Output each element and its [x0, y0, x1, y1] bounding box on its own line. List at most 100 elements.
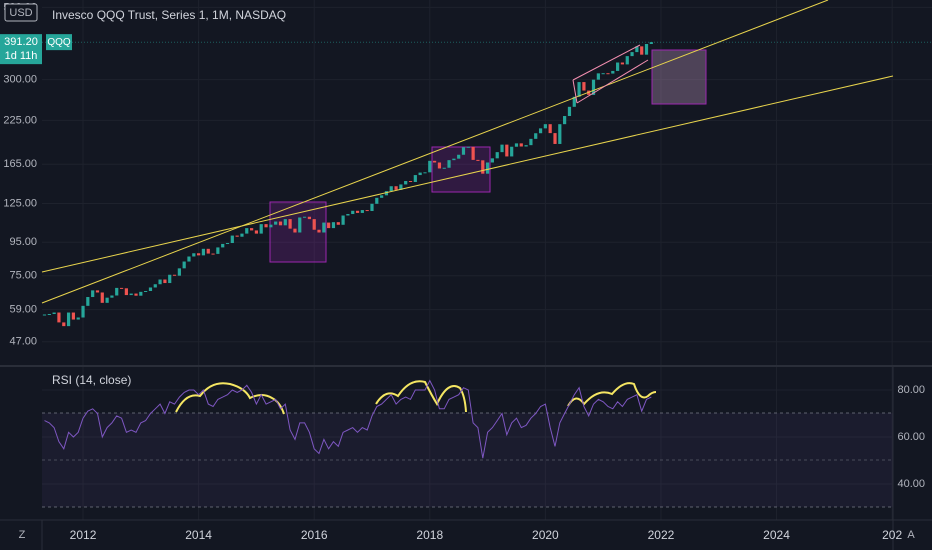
auto-button[interactable]: A — [907, 529, 915, 541]
candle — [558, 124, 562, 144]
candle — [269, 224, 273, 228]
x-tick-label: 2020 — [532, 528, 559, 542]
candle — [563, 116, 567, 125]
candle — [235, 235, 239, 237]
candle — [346, 214, 350, 216]
candle — [197, 253, 201, 256]
candle — [432, 160, 437, 163]
candle — [298, 217, 302, 233]
drawing-rect[interactable] — [651, 49, 707, 105]
candle — [591, 79, 596, 95]
candle — [360, 210, 364, 213]
price-label: 391.20 — [4, 36, 38, 48]
candle — [95, 290, 100, 293]
candle — [408, 181, 413, 183]
candle — [302, 216, 307, 218]
y2-tick-label: 40.00 — [897, 478, 925, 490]
candle — [168, 274, 172, 284]
candle — [635, 46, 639, 53]
y-tick-label: 225.00 — [3, 114, 37, 126]
candle — [139, 291, 143, 296]
candle — [47, 314, 51, 316]
candle — [129, 293, 133, 296]
candle — [572, 96, 576, 107]
candle — [91, 290, 95, 298]
y2-tick-label: 60.00 — [897, 431, 925, 443]
candle — [461, 147, 466, 155]
candle — [76, 317, 80, 320]
candle — [389, 186, 393, 192]
channel-line[interactable] — [572, 79, 578, 104]
candle — [437, 162, 442, 169]
candle — [524, 145, 528, 147]
trend-line[interactable] — [41, 75, 894, 273]
candle — [172, 274, 177, 276]
candle — [182, 261, 186, 269]
channel-line[interactable] — [572, 44, 641, 81]
candle — [221, 243, 225, 248]
candle — [481, 160, 485, 174]
candle — [307, 216, 312, 220]
candle — [601, 73, 605, 75]
candle — [124, 288, 128, 296]
y-tick-label: 300.00 — [3, 74, 37, 86]
candle — [86, 297, 90, 306]
candle — [399, 184, 403, 190]
candle — [413, 175, 417, 182]
chart-title: Invesco QQQ Trust, Series 1, 1M, NASDAQ — [52, 8, 286, 22]
candle — [404, 181, 408, 185]
trend-line[interactable] — [41, 0, 829, 304]
y2-tick-label: 80.00 — [897, 384, 925, 396]
candle — [644, 43, 649, 55]
y-tick-label: 95.00 — [9, 236, 37, 248]
drawing-rect[interactable] — [431, 146, 491, 193]
candle — [355, 210, 360, 213]
candle — [225, 243, 230, 245]
candle — [505, 144, 509, 157]
candle — [351, 210, 355, 215]
candle — [567, 106, 572, 117]
candle — [158, 279, 162, 285]
x-tick-label: 2012 — [70, 528, 97, 542]
candle — [278, 221, 283, 226]
candle — [105, 297, 109, 303]
candle — [264, 224, 268, 228]
candle — [442, 167, 446, 169]
candle — [163, 279, 167, 284]
candle — [274, 221, 278, 225]
candle — [71, 312, 75, 320]
currency-box[interactable] — [4, 3, 38, 22]
candle — [153, 284, 157, 288]
candle — [466, 146, 470, 148]
candle — [529, 138, 533, 146]
candle — [240, 233, 244, 237]
candle — [649, 42, 653, 44]
candle — [201, 248, 206, 256]
candle — [370, 203, 374, 212]
candle — [254, 230, 259, 234]
candle — [543, 124, 547, 129]
candle — [336, 222, 340, 225]
candle — [119, 287, 124, 289]
candle — [81, 305, 85, 318]
candle — [630, 52, 634, 57]
candle — [582, 82, 586, 91]
candle — [206, 248, 210, 254]
candle — [452, 158, 456, 161]
candle — [312, 219, 316, 230]
candle — [317, 229, 321, 233]
candle — [245, 228, 249, 234]
candle — [548, 124, 552, 134]
candle — [423, 172, 427, 174]
symbol-name: QQQ — [47, 37, 71, 48]
candle — [341, 215, 345, 225]
candle — [134, 293, 138, 296]
channel-line[interactable] — [576, 59, 649, 104]
zoom-button[interactable]: Z — [19, 529, 26, 541]
candle — [538, 128, 543, 134]
candle — [192, 253, 196, 257]
arc[interactable] — [375, 380, 467, 413]
candle — [625, 56, 629, 65]
candle — [283, 219, 287, 226]
